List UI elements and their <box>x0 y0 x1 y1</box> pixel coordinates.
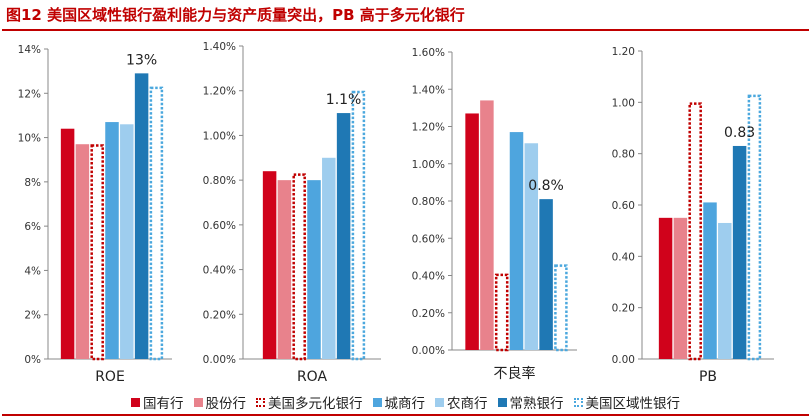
x-axis-label: ROA <box>297 369 328 385</box>
bar <box>351 90 366 361</box>
bar <box>465 113 479 351</box>
y-tick-label: 1.00 <box>612 97 635 109</box>
y-tick-label: 1.00% <box>203 130 236 142</box>
y-tick-label: 6% <box>24 221 41 233</box>
bar <box>90 144 104 361</box>
bar <box>292 173 306 361</box>
chart-panel-3: 0.00 0.20 0.40 0.60 0.80 1.00 1.20 0.83 PB <box>612 46 774 385</box>
y-tick-label: 0.60 <box>612 200 635 212</box>
bar <box>149 86 164 361</box>
x-axis-label: 不良率 <box>494 365 536 382</box>
y-tick-label: 0.60% <box>203 220 236 232</box>
bar <box>60 128 75 359</box>
y-tick-label: 8% <box>24 177 41 189</box>
legend-item: 常熟银行 <box>497 392 564 412</box>
legend-item: 美国多元化银行 <box>256 392 363 412</box>
y-tick-label: 1.20% <box>412 122 445 134</box>
y-tick-label: 0.60% <box>412 233 445 245</box>
y-tick-label: 1.20 <box>612 46 635 58</box>
bar <box>673 217 688 359</box>
legend-item: 股份行 <box>193 392 247 412</box>
bar <box>732 145 747 359</box>
y-tick-label: 12% <box>18 88 41 100</box>
legend-swatch <box>372 397 382 407</box>
y-tick-label: 0.40% <box>412 271 445 283</box>
chart-title: 图12 美国区域性银行盈利能力与资产质量突出，PB 高于多元化银行 <box>6 6 465 24</box>
y-tick-label: 0.80 <box>612 149 635 161</box>
legend-swatch <box>256 397 265 407</box>
y-tick-label: 1.00% <box>412 159 445 171</box>
bar <box>322 157 336 359</box>
chart-panel-0: 0% 2% 4% 6% 8% 10% 12% 14% 13% ROE <box>18 44 172 385</box>
title-rule <box>2 29 809 31</box>
y-tick-label: 1.40% <box>203 41 236 53</box>
bar <box>277 180 292 359</box>
y-tick-label: 14% <box>18 44 41 56</box>
bar <box>688 102 702 361</box>
bottom-rule <box>2 414 809 416</box>
bar <box>494 273 509 352</box>
bar <box>718 222 732 359</box>
legend-label: 常熟银行 <box>509 396 564 412</box>
data-label: 0.8% <box>528 178 564 194</box>
legend-label: 股份行 <box>205 396 247 412</box>
y-tick-label: 4% <box>24 265 41 277</box>
bar <box>307 180 321 359</box>
bar <box>336 113 351 359</box>
bar <box>75 144 90 359</box>
legend: 国有行 股份行 美国多元化银行 城商行 农商行 常熟银行 美国区域性银行 <box>0 391 811 413</box>
y-tick-label: 0.80% <box>412 196 445 208</box>
legend-swatch <box>573 397 583 407</box>
bar <box>134 73 149 359</box>
y-tick-label: 2% <box>24 310 41 322</box>
bar <box>658 217 673 359</box>
y-tick-label: 0.00% <box>203 354 236 366</box>
y-tick-label: 0.40% <box>203 265 236 277</box>
legend-label: 美国多元化银行 <box>268 396 363 412</box>
legend-swatch <box>193 397 203 407</box>
y-tick-label: 0.00% <box>412 345 445 357</box>
data-label: 1.1% <box>326 92 362 108</box>
bar <box>120 124 134 360</box>
y-tick-label: 0.20% <box>203 309 236 321</box>
bar <box>539 199 553 350</box>
legend-item: 农商行 <box>435 392 488 412</box>
legend-label: 国有行 <box>143 396 184 412</box>
data-label: 13% <box>126 52 157 68</box>
data-label: 0.83 <box>724 125 755 141</box>
legend-swatch <box>497 397 507 407</box>
y-tick-label: 10% <box>18 133 41 145</box>
legend-item: 国有行 <box>131 392 184 412</box>
y-tick-label: 0.00 <box>612 354 635 366</box>
legend-swatch <box>435 397 444 407</box>
legend-item: 美国区域性银行 <box>573 392 681 412</box>
bar <box>105 122 119 359</box>
y-tick-label: 0% <box>24 354 41 366</box>
legend-label: 美国区域性银行 <box>585 396 681 412</box>
x-axis-label: ROE <box>95 369 125 385</box>
legend-label: 农商行 <box>447 396 488 412</box>
legend-item: 城商行 <box>372 392 426 412</box>
bar <box>480 100 494 350</box>
y-tick-label: 0.20 <box>612 303 635 315</box>
y-tick-label: 1.60% <box>412 47 445 59</box>
bar <box>262 171 277 359</box>
y-tick-label: 0.40 <box>612 251 635 263</box>
bar <box>509 132 524 350</box>
bar <box>524 143 539 350</box>
legend-swatch <box>131 397 140 407</box>
chart-panel-2: 0.00% 0.20% 0.40% 0.60% 0.80% 1.00% 1.20% 1.40%… <box>412 47 577 382</box>
legend-label: 城商行 <box>384 396 426 412</box>
x-axis-label: PB <box>699 369 717 385</box>
chart-panel-1: 0.00% 0.20% 0.40% 0.60% 0.80% 1.00% 1.20% 1.40%… <box>203 41 381 385</box>
y-tick-label: 1.40% <box>412 84 445 96</box>
bar <box>747 94 762 361</box>
y-tick-label: 1.20% <box>203 86 236 98</box>
y-tick-label: 0.80% <box>203 175 236 187</box>
bar <box>703 202 717 359</box>
y-tick-label: 0.20% <box>412 308 445 320</box>
charts-area: 0% 2% 4% 6% 8% 10% 12% 14% 13% ROE 0.00% 0.20% 0.40%… <box>18 41 774 385</box>
bar <box>554 264 568 352</box>
